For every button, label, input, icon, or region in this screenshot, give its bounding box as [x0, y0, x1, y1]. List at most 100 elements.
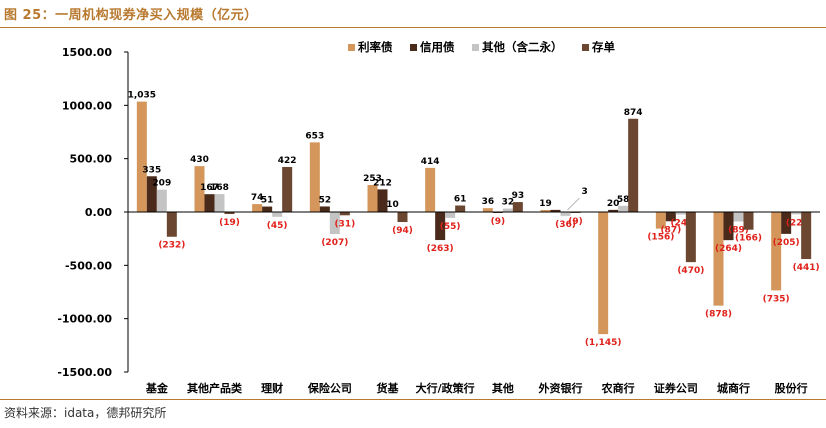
bar [377, 189, 388, 212]
data-label: (207) [321, 238, 348, 248]
data-label: (87) [660, 225, 681, 235]
data-label: 61 [454, 194, 467, 204]
data-label: (205) [773, 238, 800, 248]
bar [801, 212, 812, 260]
data-label: 414 [421, 157, 440, 167]
data-label: (9) [568, 217, 583, 227]
x-category-label: 外资银行 [538, 381, 583, 395]
bar [502, 208, 513, 212]
annotation-label: 3 [582, 187, 588, 197]
bar [367, 185, 378, 212]
legend-label: 存单 [592, 40, 615, 54]
source-note: 资料来源：idata，德邦研究所 [4, 406, 167, 420]
bar [550, 209, 561, 212]
data-label: (1,145) [585, 338, 622, 348]
title-divider [0, 27, 826, 28]
data-label: (470) [677, 266, 704, 276]
data-label: (441) [793, 263, 820, 273]
data-label: 874 [624, 108, 643, 118]
data-label: (156) [647, 233, 674, 243]
bar [512, 202, 523, 212]
x-category-label: 保险公司 [307, 381, 352, 395]
bar [618, 205, 629, 212]
bar [598, 212, 609, 335]
data-label: 20 [607, 199, 620, 209]
bar [435, 212, 446, 241]
bar [781, 212, 792, 234]
data-label: (166) [735, 234, 762, 244]
bar [329, 212, 340, 235]
data-label: (94) [392, 226, 413, 236]
bar [733, 212, 744, 222]
data-label: 335 [142, 165, 161, 175]
x-category-label: 基金 [145, 381, 169, 395]
bar [262, 206, 273, 212]
bar [194, 166, 205, 212]
data-label: (55) [440, 222, 461, 232]
data-label: 167 [200, 183, 219, 193]
legend-swatch [582, 44, 589, 51]
bar [665, 212, 676, 222]
y-tick-label: -500.00 [65, 259, 112, 272]
data-label: (232) [158, 241, 185, 251]
source-divider [0, 399, 826, 400]
legend-swatch [410, 44, 417, 51]
bar [685, 212, 696, 263]
data-label: 51 [261, 196, 274, 206]
bar [560, 212, 571, 216]
data-label: 36 [482, 197, 495, 207]
bar [136, 101, 147, 212]
x-category-label: 证券公司 [654, 381, 698, 395]
data-label: 212 [373, 178, 392, 188]
bar [282, 166, 293, 212]
bar [319, 206, 330, 212]
x-category-label: 大行/政策行 [416, 381, 475, 395]
data-label: 58 [617, 195, 630, 205]
y-tick-label: -1500.00 [57, 366, 112, 379]
data-label: 10 [386, 200, 399, 210]
x-category-label: 股份行 [775, 381, 808, 395]
bar [387, 210, 398, 212]
bar [455, 205, 466, 212]
data-label: 253 [363, 174, 382, 184]
bar [146, 176, 157, 212]
data-label: (9) [491, 217, 506, 227]
data-label: (45) [267, 221, 288, 231]
data-label: (264) [715, 244, 742, 254]
y-tick-label: 1500.00 [62, 46, 112, 59]
annotation-leader-line [567, 197, 580, 211]
bar [214, 194, 225, 212]
bar [397, 212, 408, 223]
bar [204, 194, 215, 212]
legend-swatch [472, 44, 479, 51]
y-tick-label: 500.00 [70, 153, 113, 166]
bar [743, 212, 754, 230]
data-label: (89) [728, 225, 749, 235]
bar [540, 209, 551, 212]
bar [445, 212, 456, 218]
bar [156, 189, 167, 212]
y-tick-label: 0.00 [85, 206, 112, 219]
data-label: 74 [251, 193, 264, 203]
bar [425, 167, 436, 212]
data-label: 32 [502, 198, 515, 208]
bar [655, 212, 666, 229]
bar [791, 212, 802, 215]
data-label: (878) [705, 310, 732, 320]
bar [482, 208, 493, 212]
data-label: 19 [539, 199, 552, 209]
x-category-label: 农商行 [601, 381, 635, 395]
legend-label: 信用债 [420, 40, 455, 54]
figure-title: 图 25：一周机构现券净买入规模（亿元） [4, 8, 258, 23]
data-label: 52 [319, 195, 332, 205]
data-label: (36) [555, 220, 576, 230]
data-label: (263) [427, 244, 454, 254]
bar [339, 212, 350, 216]
bar-chart: 1500.00 1000.00 500.00 0.00 -500.00 -1000.00 -… [57, 40, 820, 395]
data-label: 653 [305, 131, 324, 141]
bar [224, 212, 235, 215]
data-label: 93 [512, 191, 525, 201]
bar [272, 212, 283, 217]
data-label: 209 [152, 179, 171, 189]
bar [675, 212, 686, 215]
